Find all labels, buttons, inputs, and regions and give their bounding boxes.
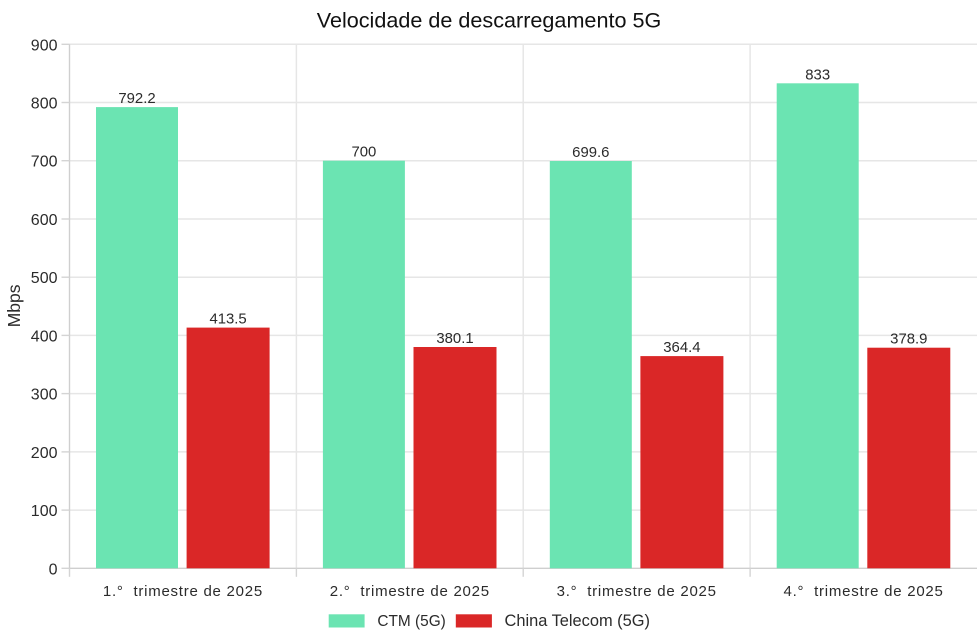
svg-text:699.6: 699.6 (572, 145, 609, 161)
svg-text:3.° trimestre de 2025: 3.° trimestre de 2025 (557, 583, 717, 600)
svg-text:100: 100 (31, 503, 58, 520)
svg-text:0: 0 (49, 561, 58, 578)
svg-text:700: 700 (31, 154, 58, 171)
svg-text:4.° trimestre de 2025: 4.° trimestre de 2025 (784, 583, 944, 600)
svg-text:800: 800 (31, 96, 58, 113)
svg-text:1.° trimestre de 2025: 1.° trimestre de 2025 (103, 583, 263, 600)
svg-text:413.5: 413.5 (209, 312, 246, 328)
svg-text:500: 500 (31, 270, 58, 287)
svg-text:380.1: 380.1 (436, 331, 473, 347)
svg-text:300: 300 (31, 387, 58, 404)
svg-text:Velocidade de descarregamento: Velocidade de descarregamento 5G (317, 8, 662, 33)
svg-text:900: 900 (31, 37, 58, 54)
svg-text:2.° trimestre de 2025: 2.° trimestre de 2025 (330, 583, 490, 600)
svg-text:CTM (5G): CTM (5G) (377, 613, 445, 630)
svg-text:200: 200 (31, 445, 58, 462)
svg-text:833: 833 (805, 67, 830, 83)
svg-text:364.4: 364.4 (663, 340, 700, 356)
svg-text:792.2: 792.2 (118, 91, 155, 107)
svg-text:China Telecom (5G): China Telecom (5G) (505, 612, 650, 630)
svg-text:Mbps: Mbps (4, 284, 24, 327)
svg-text:400: 400 (31, 328, 58, 345)
svg-text:600: 600 (31, 212, 58, 229)
svg-text:378.9: 378.9 (890, 332, 927, 348)
svg-text:700: 700 (351, 145, 376, 161)
